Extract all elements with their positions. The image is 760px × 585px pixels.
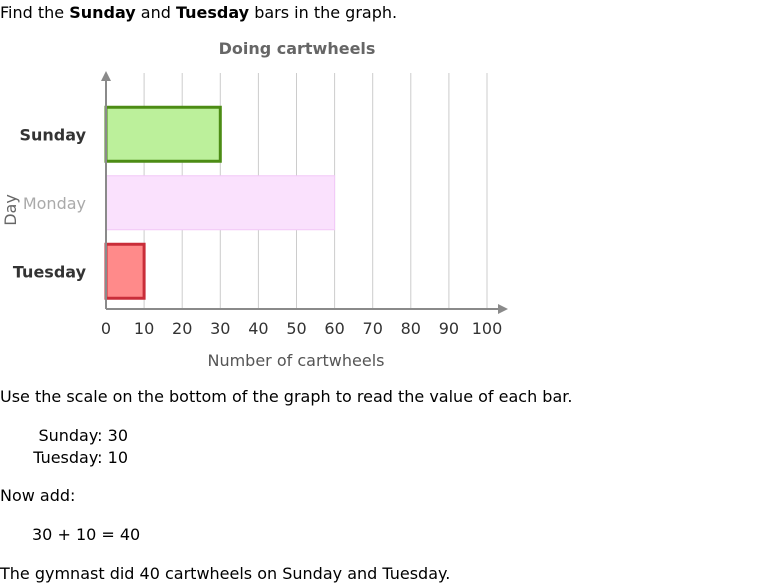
y-axis-arrow <box>101 71 111 81</box>
tick-labels: 0 10 20 30 40 50 60 70 80 90 100 <box>101 319 502 338</box>
intro-middle: and <box>135 3 176 22</box>
x-tick-label: 30 <box>210 319 230 338</box>
values-list: Sunday: 30 Tuesday: 10 <box>0 425 128 469</box>
x-tick-label: 0 <box>101 319 111 338</box>
bar-tuesday <box>104 242 146 300</box>
bar-sunday <box>104 105 222 163</box>
value-number: 10 <box>107 448 128 467</box>
x-tick-label: 70 <box>363 319 383 338</box>
axes <box>101 71 508 314</box>
value-label: Tuesday: <box>33 448 103 467</box>
category-label-tuesday: Tuesday <box>13 262 87 281</box>
conclusion-text: The gymnast did 40 cartwheels on Sunday … <box>0 564 451 583</box>
category-label-monday: Monday <box>23 194 86 213</box>
x-axis-arrow <box>498 304 508 314</box>
intro-bold-tuesday: Tuesday <box>176 3 250 22</box>
category-labels: Sunday Monday Tuesday <box>13 125 87 281</box>
x-tick-label: 20 <box>172 319 192 338</box>
chart-title: Doing cartwheels <box>219 39 376 58</box>
now-add-text: Now add: <box>0 486 76 505</box>
x-tick-label: 40 <box>248 319 268 338</box>
x-axis-label: Number of cartwheels <box>207 351 384 370</box>
category-label-sunday: Sunday <box>20 125 87 144</box>
x-tick-label: 80 <box>401 319 421 338</box>
bar-monday <box>105 175 336 231</box>
x-tick-label: 100 <box>472 319 503 338</box>
question-text: Find the Sunday and Tuesday bars in the … <box>0 3 397 23</box>
intro-bold-sunday: Sunday <box>69 3 136 22</box>
value-row-tuesday: Tuesday: 10 <box>0 447 128 469</box>
x-tick-label: 60 <box>324 319 344 338</box>
x-tick-label: 10 <box>134 319 154 338</box>
x-tick-label: 90 <box>439 319 459 338</box>
bar-chart: Doing cartwheels 0 10 20 30 40 50 60 70 80 90 100 … <box>1 39 508 370</box>
value-row-sunday: Sunday: 30 <box>0 425 128 447</box>
intro-suffix: bars in the graph. <box>249 3 398 22</box>
equation-text: 30 + 10 = 40 <box>32 525 141 544</box>
y-axis-label: Day <box>1 194 20 226</box>
value-number: 30 <box>107 426 128 445</box>
use-scale-text: Use the scale on the bottom of the graph… <box>0 387 573 406</box>
value-label: Sunday: <box>38 426 103 445</box>
x-tick-label: 50 <box>286 319 306 338</box>
intro-prefix: Find the <box>0 3 70 22</box>
bars <box>104 105 336 300</box>
